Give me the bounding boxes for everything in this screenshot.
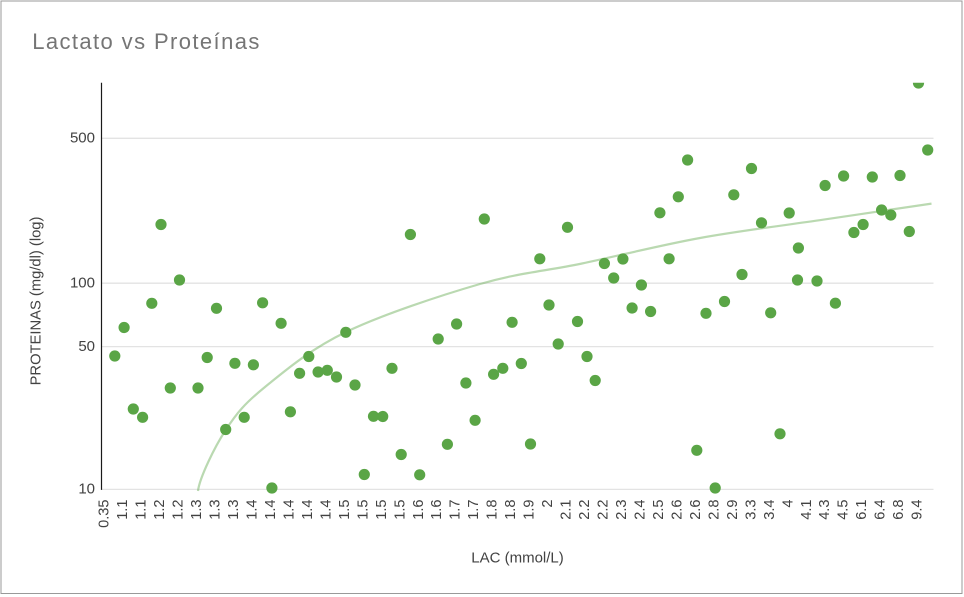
- svg-text:1.4: 1.4: [318, 500, 334, 520]
- svg-text:1.6: 1.6: [411, 500, 427, 520]
- svg-text:1.8: 1.8: [503, 500, 519, 520]
- svg-text:1.5: 1.5: [337, 500, 353, 520]
- svg-text:0.35: 0.35: [97, 500, 113, 528]
- svg-text:1.3: 1.3: [189, 500, 205, 520]
- svg-text:2.4: 2.4: [633, 500, 649, 520]
- svg-text:1.8: 1.8: [485, 500, 501, 520]
- svg-text:1.5: 1.5: [355, 500, 371, 520]
- svg-text:4.5: 4.5: [836, 500, 852, 520]
- svg-text:1.5: 1.5: [392, 500, 408, 520]
- svg-text:1.2: 1.2: [171, 500, 187, 520]
- svg-text:3.3: 3.3: [743, 500, 759, 520]
- svg-text:3.4: 3.4: [762, 500, 778, 520]
- svg-text:1.5: 1.5: [374, 500, 390, 520]
- svg-text:100: 100: [70, 274, 95, 291]
- svg-text:1.7: 1.7: [448, 500, 464, 520]
- svg-text:10: 10: [78, 481, 95, 498]
- svg-text:4.1: 4.1: [799, 500, 815, 520]
- svg-text:50: 50: [78, 338, 95, 355]
- svg-text:Lactato vs Proteínas: Lactato vs Proteínas: [32, 29, 261, 54]
- svg-text:2.8: 2.8: [706, 500, 722, 520]
- svg-text:2.2: 2.2: [596, 500, 612, 520]
- svg-text:1.6: 1.6: [429, 500, 445, 520]
- svg-text:1.1: 1.1: [134, 500, 150, 520]
- svg-text:1.4: 1.4: [263, 500, 279, 520]
- svg-text:1.4: 1.4: [245, 500, 261, 520]
- svg-text:9.4: 9.4: [910, 500, 926, 520]
- svg-text:1.3: 1.3: [226, 500, 242, 520]
- svg-text:4.3: 4.3: [817, 500, 833, 520]
- svg-text:1.7: 1.7: [466, 500, 482, 520]
- svg-text:2.9: 2.9: [725, 500, 741, 520]
- svg-text:PROTEINAS (mg/dl) (log): PROTEINAS (mg/dl) (log): [29, 217, 45, 386]
- svg-text:1.9: 1.9: [522, 500, 538, 520]
- svg-text:2.3: 2.3: [614, 500, 630, 520]
- svg-text:1.4: 1.4: [300, 500, 316, 520]
- svg-text:6.4: 6.4: [873, 500, 889, 520]
- svg-text:2.1: 2.1: [559, 500, 575, 520]
- svg-text:LAC (mmol/L): LAC (mmol/L): [471, 550, 564, 567]
- svg-text:500: 500: [70, 130, 95, 147]
- svg-text:2.5: 2.5: [651, 500, 667, 520]
- svg-text:1.1: 1.1: [115, 500, 131, 520]
- svg-text:2.6: 2.6: [669, 500, 685, 520]
- svg-text:4: 4: [780, 500, 796, 508]
- svg-text:6.1: 6.1: [854, 500, 870, 520]
- svg-text:1.3: 1.3: [208, 500, 224, 520]
- svg-text:6.8: 6.8: [891, 500, 907, 520]
- svg-text:2.6: 2.6: [688, 500, 704, 520]
- svg-text:2.2: 2.2: [577, 500, 593, 520]
- svg-text:1.4: 1.4: [281, 500, 297, 520]
- svg-text:1.2: 1.2: [152, 500, 168, 520]
- svg-text:2: 2: [540, 500, 556, 508]
